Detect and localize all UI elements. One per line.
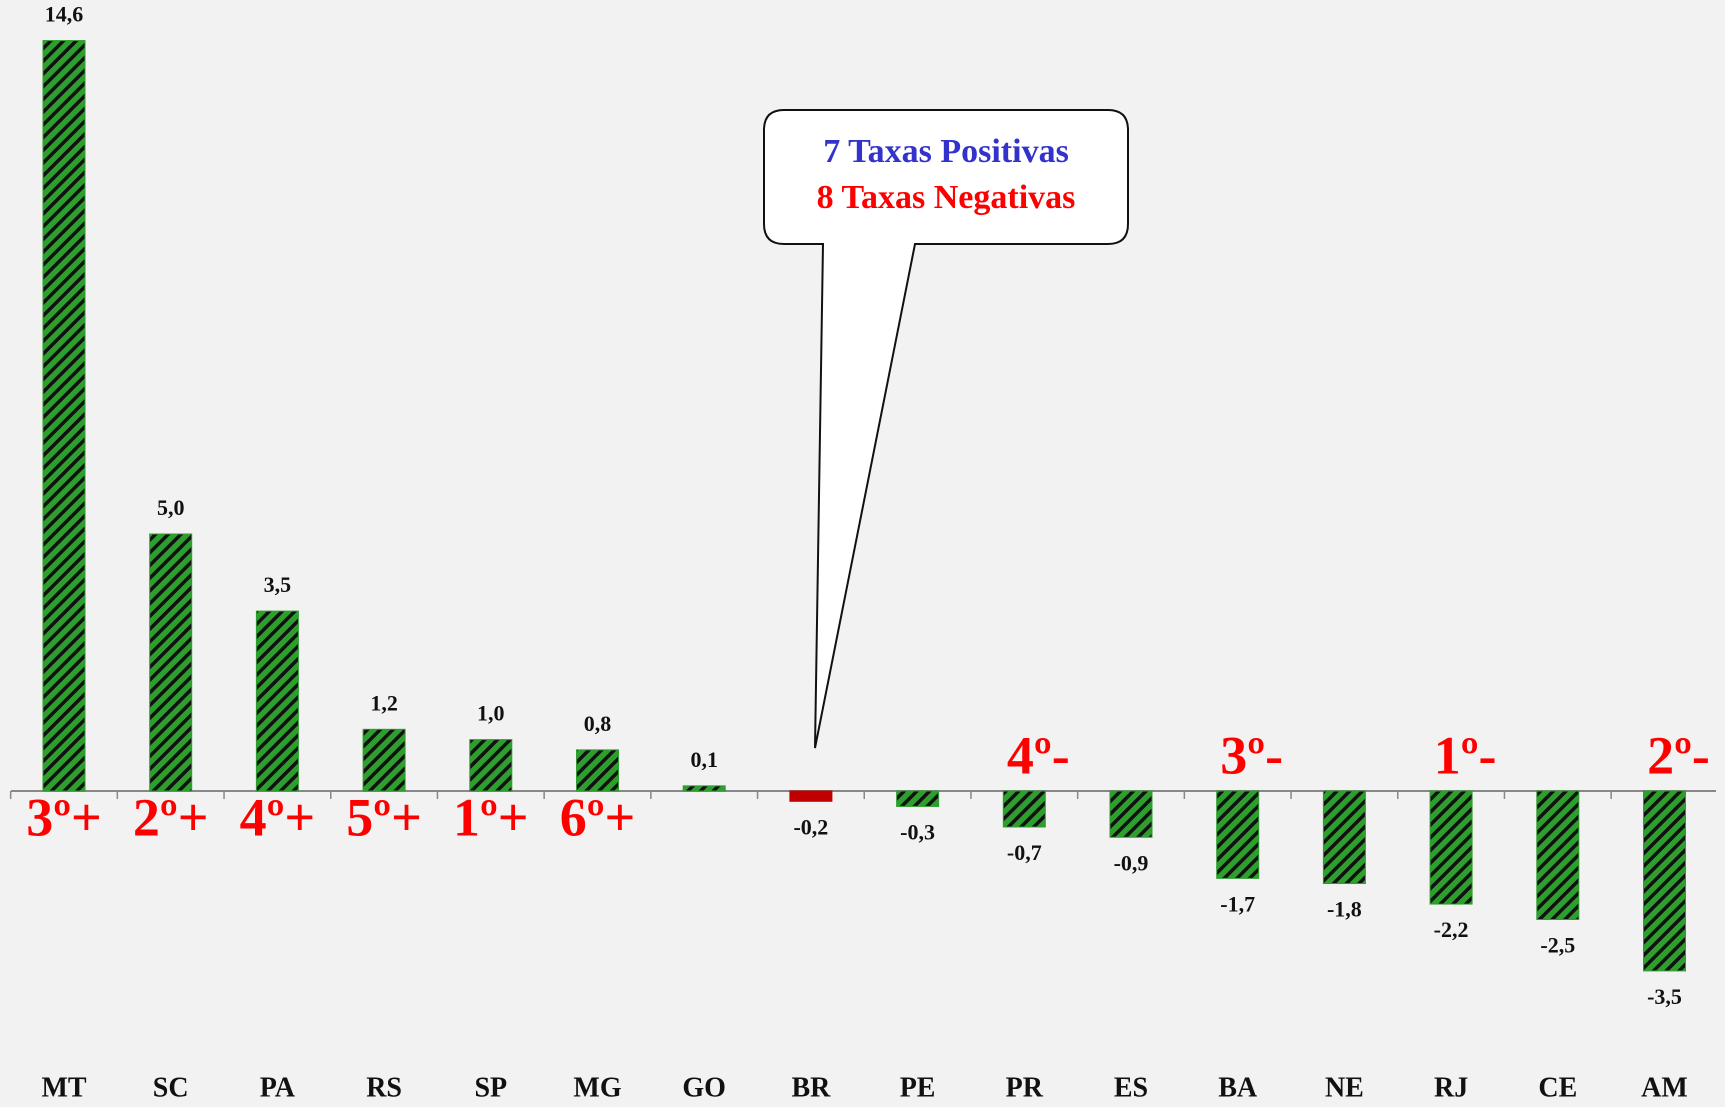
x-tick-label: BA [1218, 1072, 1258, 1103]
x-tick-label: RS [366, 1072, 402, 1103]
bar [1536, 790, 1580, 920]
value-label: -3,5 [1647, 984, 1682, 1009]
bar [1429, 790, 1473, 905]
bar [576, 749, 619, 792]
bar [682, 785, 726, 792]
rank-label: 3º- [1220, 725, 1283, 785]
rank-label: 4º+ [240, 787, 316, 847]
x-tick-label: MG [573, 1072, 621, 1103]
bar [149, 533, 193, 792]
x-tick-label: GO [682, 1072, 726, 1103]
value-label: 3,5 [264, 572, 292, 597]
rank-label: 2º+ [133, 787, 209, 847]
value-label: -2,5 [1540, 933, 1575, 958]
value-label: -0,2 [793, 814, 828, 839]
value-label: -0,3 [900, 819, 935, 844]
bar [1109, 790, 1153, 838]
bar [469, 739, 513, 792]
rank-label: 5º+ [346, 787, 422, 847]
callout-line: 8 Taxas Negativas [817, 179, 1076, 216]
bar [1002, 790, 1046, 828]
x-tick-label: NE [1325, 1072, 1364, 1103]
value-label: 5,0 [157, 495, 185, 520]
value-label: -0,9 [1114, 850, 1149, 875]
value-label: 0,8 [584, 711, 612, 736]
x-tick-label: BR [791, 1072, 831, 1103]
value-label: 1,2 [370, 690, 398, 715]
x-tick-label: PR [1006, 1072, 1044, 1103]
callout: 7 Taxas Positivas 8 Taxas Negativas [763, 109, 1129, 749]
value-label: 14,6 [45, 2, 84, 27]
value-label: -1,8 [1327, 897, 1362, 922]
bar [42, 40, 86, 792]
value-label: -1,7 [1220, 891, 1255, 916]
value-label: -0,7 [1007, 840, 1042, 865]
value-label: 0,1 [690, 747, 718, 772]
value-label: 1,0 [477, 701, 505, 726]
rank-label: 2º- [1647, 725, 1710, 785]
value-label: -2,2 [1434, 917, 1469, 942]
bar [1643, 790, 1686, 972]
bar [255, 610, 299, 792]
x-tick-label: PA [260, 1072, 296, 1103]
rank-label: 3º+ [26, 787, 102, 847]
bar [362, 728, 406, 792]
rank-label: 6º+ [560, 787, 636, 847]
bar [896, 790, 940, 807]
x-tick-label: AM [1641, 1072, 1688, 1103]
x-tick-label: RJ [1434, 1072, 1468, 1103]
bar [789, 790, 833, 802]
rank-label: 4º- [1007, 725, 1070, 785]
x-tick-label: SP [474, 1072, 507, 1103]
rank-label: 1º+ [453, 787, 529, 847]
x-tick-label: ES [1114, 1072, 1148, 1103]
x-tick-label: CE [1538, 1072, 1577, 1103]
x-tick-label: MT [41, 1072, 86, 1103]
x-tick-label: SC [153, 1072, 189, 1103]
callout-line: 7 Taxas Positivas [823, 133, 1069, 170]
bar [1322, 790, 1366, 885]
bar [1216, 790, 1260, 879]
rank-label: 1º- [1434, 725, 1497, 785]
x-tick-label: PE [900, 1072, 936, 1103]
